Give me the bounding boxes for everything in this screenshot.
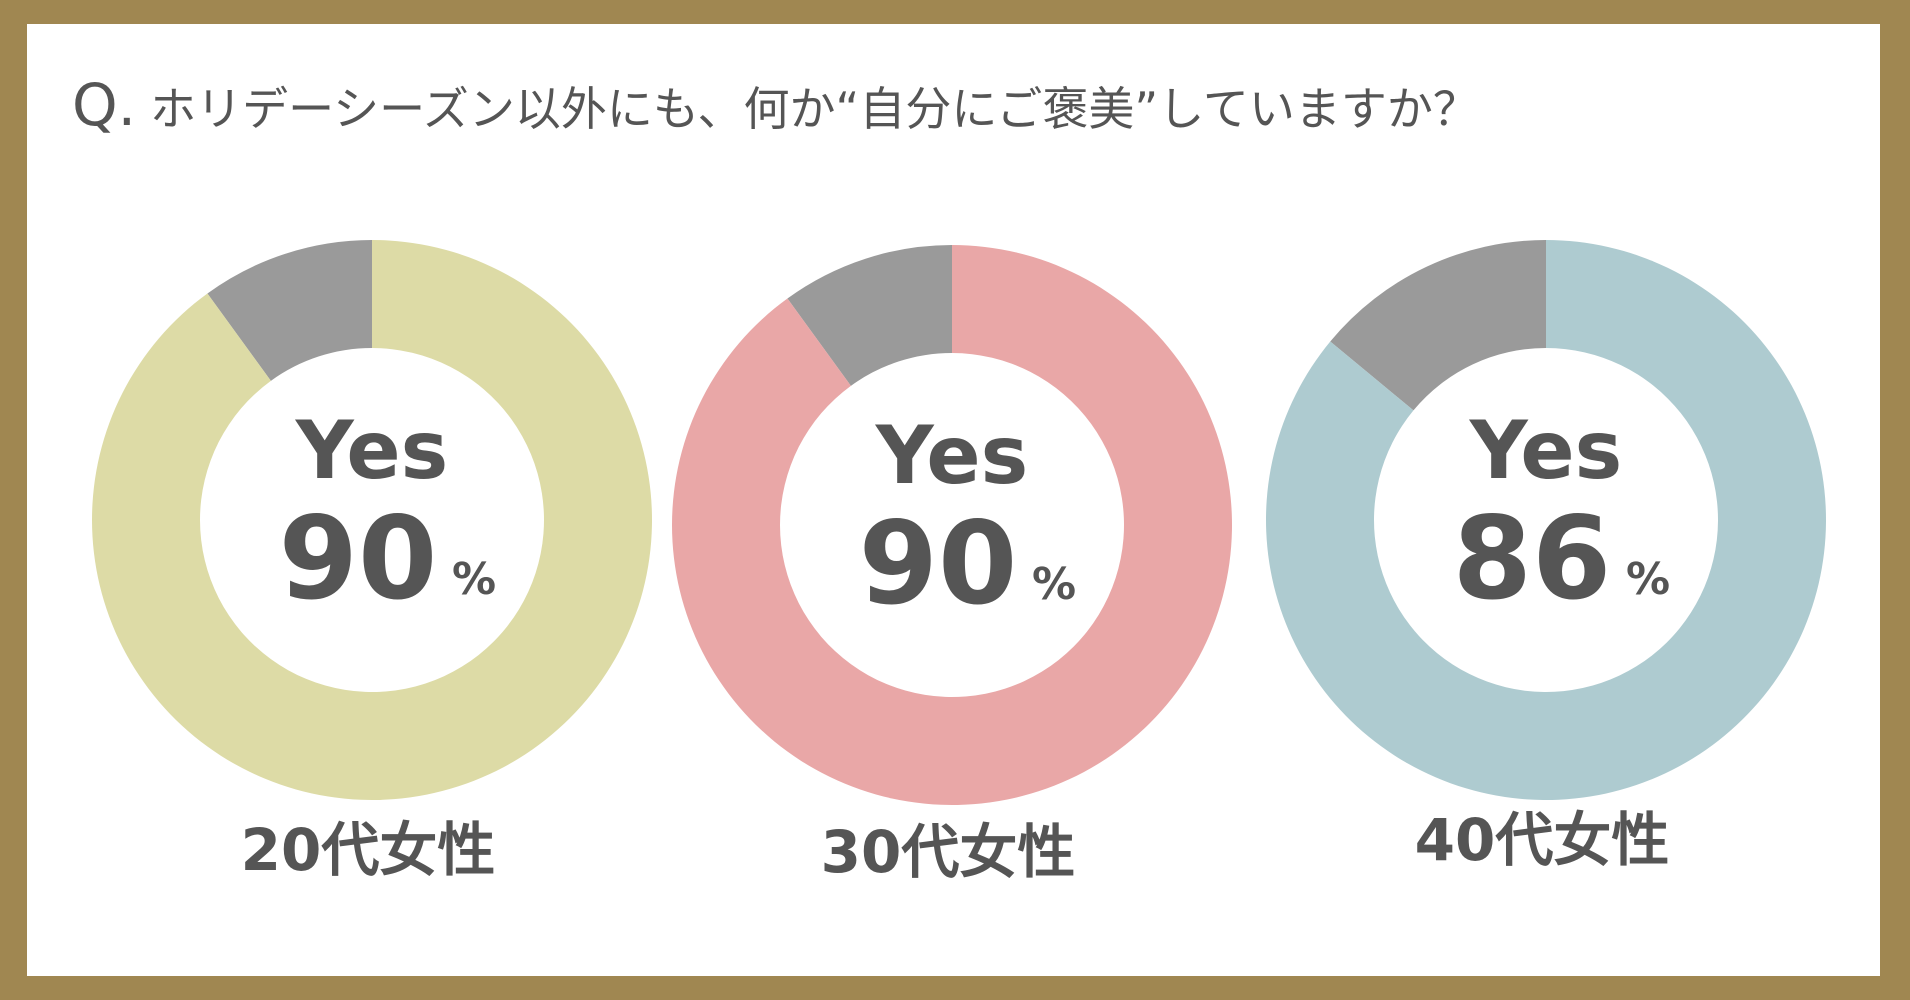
yes-percentage-value: 86 bbox=[1453, 492, 1612, 625]
question-mark: Q. bbox=[72, 71, 137, 139]
age-group-label: 20代女性 bbox=[241, 816, 496, 884]
percent-unit: % bbox=[452, 554, 496, 605]
age-group-label: 40代女性 bbox=[1415, 806, 1670, 874]
percent-unit: % bbox=[1626, 554, 1670, 605]
yes-percentage-value: 90 bbox=[279, 492, 438, 625]
yes-percentage-value: 90 bbox=[859, 497, 1018, 630]
donut-slice-other bbox=[787, 245, 952, 386]
question-text: ホリデーシーズン以外にも、何か“自分にご褒美”していますか？ bbox=[150, 82, 1479, 136]
age-group-label: 30代女性 bbox=[821, 818, 1076, 886]
donut-slice-yes bbox=[91, 240, 652, 800]
donut-slice-yes bbox=[672, 245, 1232, 805]
chart-card: Q. ホリデーシーズン以外にも、何か“自分にご褒美”していますか？ bbox=[27, 24, 1880, 976]
yes-label: Yes bbox=[1469, 404, 1622, 497]
donut-slice-yes bbox=[1266, 240, 1827, 800]
donut-slice-other bbox=[207, 240, 372, 381]
percent-unit: % bbox=[1032, 559, 1076, 610]
yes-label: Yes bbox=[875, 409, 1028, 502]
donut-slice-other bbox=[1330, 240, 1546, 411]
question-heading: Q. ホリデーシーズン以外にも、何か“自分にご褒美”していますか？ bbox=[72, 76, 1479, 134]
yes-label: Yes bbox=[295, 404, 448, 497]
